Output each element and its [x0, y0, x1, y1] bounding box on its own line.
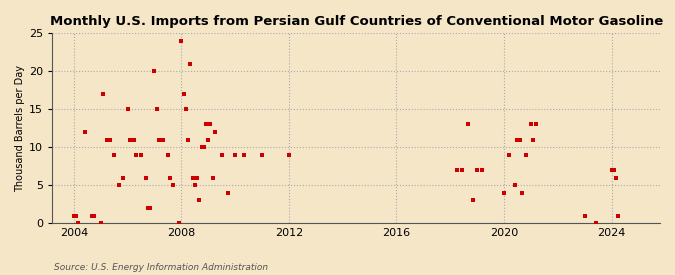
Point [149, 69, 160, 73]
Point [102, 138, 113, 142]
Point [472, 168, 483, 172]
Point [95, 221, 106, 225]
Point [198, 145, 209, 149]
Point [207, 175, 218, 180]
Point [205, 122, 216, 127]
Point [477, 168, 487, 172]
Point [142, 206, 153, 210]
Point [239, 153, 250, 157]
Point [68, 213, 79, 218]
Point [223, 191, 234, 195]
Point [144, 206, 155, 210]
Point [606, 168, 617, 172]
Point [178, 92, 189, 96]
Point [504, 153, 514, 157]
Point [136, 153, 146, 157]
Point [140, 175, 151, 180]
Point [88, 213, 99, 218]
Point [158, 138, 169, 142]
Point [176, 39, 187, 43]
Point [521, 153, 532, 157]
Point [154, 138, 165, 142]
Point [151, 107, 162, 111]
Point [256, 153, 267, 157]
Point [165, 175, 176, 180]
Point [190, 183, 200, 187]
Point [183, 138, 194, 142]
Point [71, 213, 82, 218]
Title: Monthly U.S. Imports from Persian Gulf Countries of Conventional Motor Gasoline: Monthly U.S. Imports from Persian Gulf C… [49, 15, 663, 28]
Point [122, 107, 133, 111]
Point [86, 213, 97, 218]
Point [124, 138, 135, 142]
Point [611, 175, 622, 180]
Point [463, 122, 474, 127]
Point [167, 183, 178, 187]
Point [104, 138, 115, 142]
Point [591, 221, 601, 225]
Point [510, 183, 520, 187]
Y-axis label: Thousand Barrels per Day: Thousand Barrels per Day [15, 65, 25, 192]
Point [129, 138, 140, 142]
Point [192, 175, 202, 180]
Point [613, 213, 624, 218]
Point [185, 62, 196, 66]
Point [194, 198, 205, 203]
Point [200, 122, 211, 127]
Point [117, 175, 128, 180]
Point [452, 168, 462, 172]
Text: Source: U.S. Energy Information Administration: Source: U.S. Energy Information Administ… [54, 263, 268, 272]
Point [131, 153, 142, 157]
Point [73, 221, 84, 225]
Point [113, 183, 124, 187]
Point [516, 191, 527, 195]
Point [80, 130, 90, 134]
Point [284, 153, 294, 157]
Point [499, 191, 510, 195]
Point [528, 138, 539, 142]
Point [210, 130, 221, 134]
Point [109, 153, 119, 157]
Point [530, 122, 541, 127]
Point [467, 198, 478, 203]
Point [526, 122, 537, 127]
Point [216, 153, 227, 157]
Point [230, 153, 240, 157]
Point [579, 213, 590, 218]
Point [163, 153, 173, 157]
Point [514, 138, 525, 142]
Point [203, 138, 214, 142]
Point [187, 175, 198, 180]
Point [196, 145, 207, 149]
Point [456, 168, 467, 172]
Point [174, 221, 185, 225]
Point [180, 107, 191, 111]
Point [608, 168, 619, 172]
Point [97, 92, 108, 96]
Point [512, 138, 523, 142]
